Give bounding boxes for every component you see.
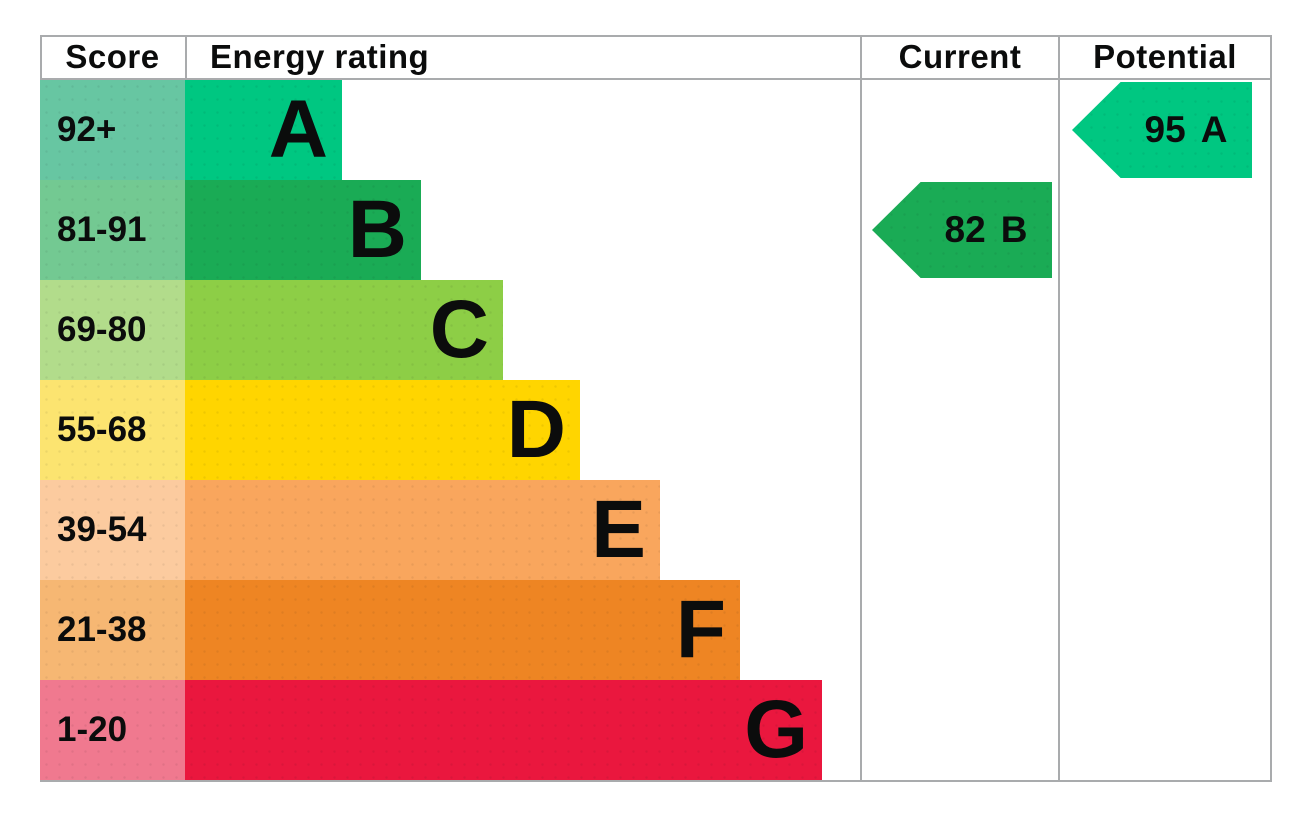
potential-rating-arrow: 95 A (1072, 82, 1252, 178)
score-range-d: 55-68 (40, 380, 185, 480)
energy-rating-column-header: Energy rating (210, 37, 430, 75)
band-row-c: 69-80 C (40, 280, 503, 380)
band-row-g: 1-20 G (40, 680, 822, 780)
score-range-e: 39-54 (40, 480, 185, 580)
score-range-b: 81-91 (40, 180, 185, 280)
potential-column-divider (1058, 35, 1060, 782)
current-column-divider (860, 35, 862, 782)
band-row-e: 39-54 E (40, 480, 660, 580)
current-band-letter: B (1000, 209, 1028, 250)
table-right-border (1270, 35, 1272, 782)
score-range-g: 1-20 (40, 680, 185, 780)
band-row-d: 55-68 D (40, 380, 580, 480)
band-bar-f: F (185, 580, 740, 680)
score-column-divider (185, 35, 187, 80)
score-range-c: 69-80 (40, 280, 185, 380)
band-bar-c: C (185, 280, 503, 380)
current-score: 82 (944, 209, 986, 250)
score-range-a: 92+ (40, 80, 185, 180)
band-bar-e: E (185, 480, 660, 580)
band-row-f: 21-38 F (40, 580, 740, 680)
potential-band-letter: A (1200, 109, 1228, 150)
band-bar-g: G (185, 680, 822, 780)
table-bottom-border (40, 780, 1272, 782)
potential-score: 95 (1144, 109, 1186, 150)
header-left-border (40, 35, 42, 80)
score-range-f: 21-38 (40, 580, 185, 680)
current-rating-arrow: 82 B (872, 182, 1052, 278)
potential-column-header: Potential (1093, 37, 1237, 75)
header-bottom-border (40, 78, 1272, 80)
band-row-b: 81-91 B (40, 180, 421, 280)
table-top-border (40, 35, 1272, 37)
score-column-header: Score (65, 37, 160, 75)
band-bar-b: B (185, 180, 421, 280)
band-bar-d: D (185, 380, 580, 480)
current-column-header: Current (898, 37, 1022, 75)
band-bar-a: A (185, 80, 342, 180)
band-row-a: 92+ A (40, 80, 342, 180)
